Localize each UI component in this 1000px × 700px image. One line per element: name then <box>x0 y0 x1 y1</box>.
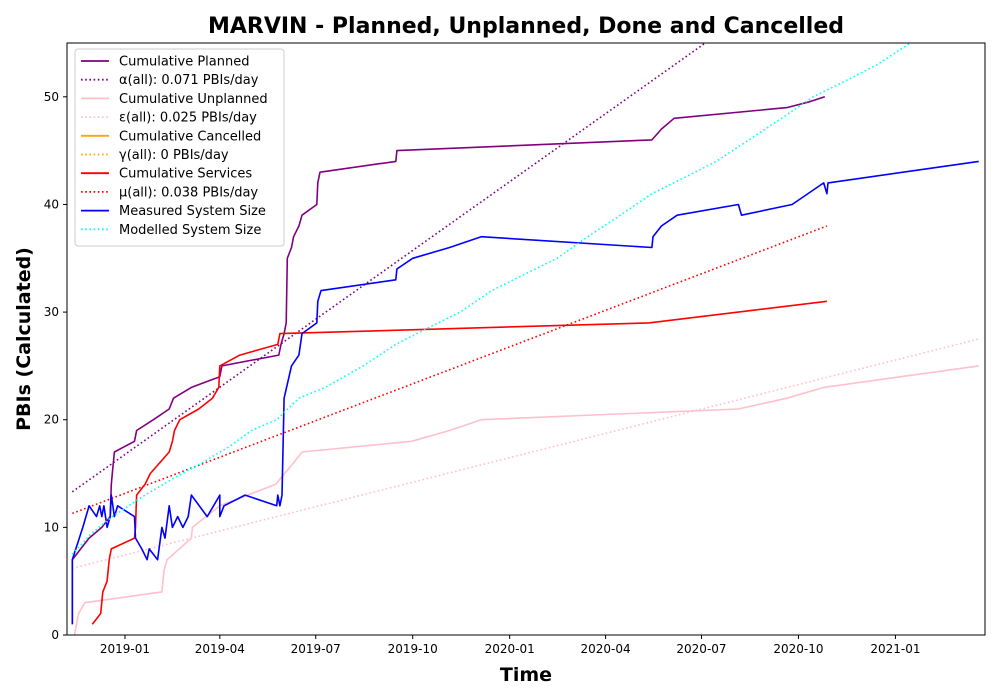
x-tick-label: 2020-04 <box>581 642 631 656</box>
x-tick-label: 2020-07 <box>676 642 726 656</box>
series-line-cumulative-planned <box>71 96 826 625</box>
legend: Cumulative Planned α(all): 0.071 PBIs/day… <box>74 48 285 247</box>
y-tick-label: 0 <box>51 628 59 642</box>
legend-entry: Cumulative Unplanned <box>119 92 268 107</box>
series-line-all-0-025-pbis-day <box>72 338 979 570</box>
legend-entry: Measured System Size <box>119 204 266 219</box>
legend-entry: Modelled System Size <box>119 223 261 238</box>
legend-entry: Cumulative Planned <box>119 55 249 70</box>
y-tick-label: 20 <box>44 413 59 427</box>
series-line-cumulative-unplanned <box>73 365 979 635</box>
series-line-cumulative-services <box>91 300 827 625</box>
legend-entry: Cumulative Cancelled <box>119 129 261 144</box>
y-axis-label: PBIs (Calculated) <box>13 247 35 431</box>
chart-title: MARVIN - Planned, Unplanned, Done and Ca… <box>208 14 844 39</box>
plot-frame <box>66 42 986 636</box>
series-line-modelled-system-size <box>71 43 912 555</box>
series-line-all-0-071-pbis-day <box>71 43 707 493</box>
series-layer <box>71 43 979 635</box>
series-line-measured-system-size <box>71 160 979 625</box>
legend-entry: μ(all): 0.038 PBIs/day <box>119 185 258 200</box>
x-tick-label: 2021-01 <box>870 642 920 656</box>
x-axis: 2019-01 2019-04 2019-07 2019-10 2020-01 2020-… <box>100 635 920 656</box>
legend-box <box>74 48 285 247</box>
legend-entry: Cumulative Services <box>119 167 252 182</box>
y-tick-label: 50 <box>44 90 59 104</box>
legend-entry: ε(all): 0.025 PBIs/day <box>119 111 257 126</box>
x-tick-label: 2019-01 <box>100 642 150 656</box>
y-axis: 0 10 20 30 40 50 <box>44 90 67 642</box>
y-tick-label: 30 <box>44 305 59 319</box>
x-tick-label: 2019-10 <box>388 642 438 656</box>
x-tick-label: 2019-04 <box>195 642 245 656</box>
x-tick-label: 2019-07 <box>291 642 341 656</box>
legend-entry: γ(all): 0 PBIs/day <box>119 148 229 163</box>
y-tick-label: 10 <box>44 520 59 534</box>
legend-entry: α(all): 0.071 PBIs/day <box>119 73 259 88</box>
series-line-all-0-038-pbis-day <box>72 225 828 515</box>
x-tick-label: 2020-10 <box>773 642 823 656</box>
x-tick-label: 2020-01 <box>485 642 535 656</box>
y-tick-label: 40 <box>44 197 59 211</box>
x-axis-label: Time <box>500 664 552 686</box>
